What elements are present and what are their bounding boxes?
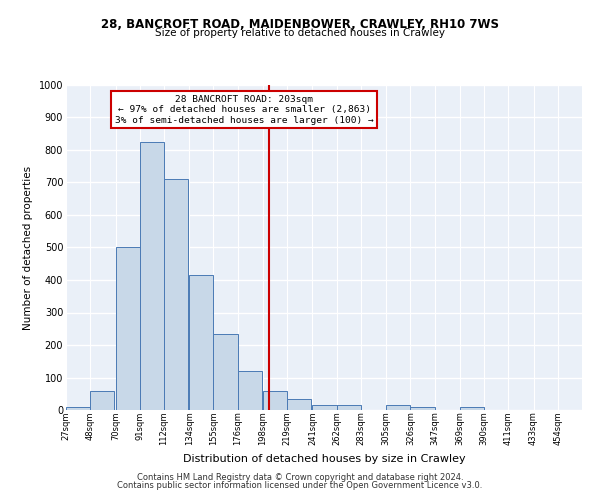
Bar [189,275,214,410]
Bar [386,405,410,410]
Bar [460,407,484,410]
Bar [116,248,140,410]
Bar [263,390,287,410]
Bar [140,142,164,410]
Y-axis label: Number of detached properties: Number of detached properties [23,166,33,330]
X-axis label: Distribution of detached houses by size in Crawley: Distribution of detached houses by size … [182,454,466,464]
Bar [410,407,434,410]
Bar [337,405,361,410]
Text: 28 BANCROFT ROAD: 203sqm
← 97% of detached houses are smaller (2,863)
3% of semi: 28 BANCROFT ROAD: 203sqm ← 97% of detach… [115,94,373,124]
Bar [287,398,311,410]
Text: Size of property relative to detached houses in Crawley: Size of property relative to detached ho… [155,28,445,38]
Text: Contains public sector information licensed under the Open Government Licence v3: Contains public sector information licen… [118,481,482,490]
Bar [313,405,337,410]
Bar [214,334,238,410]
Bar [90,390,115,410]
Text: 28, BANCROFT ROAD, MAIDENBOWER, CRAWLEY, RH10 7WS: 28, BANCROFT ROAD, MAIDENBOWER, CRAWLEY,… [101,18,499,30]
Bar [66,408,90,410]
Bar [238,371,262,410]
Bar [164,179,188,410]
Text: Contains HM Land Registry data © Crown copyright and database right 2024.: Contains HM Land Registry data © Crown c… [137,472,463,482]
